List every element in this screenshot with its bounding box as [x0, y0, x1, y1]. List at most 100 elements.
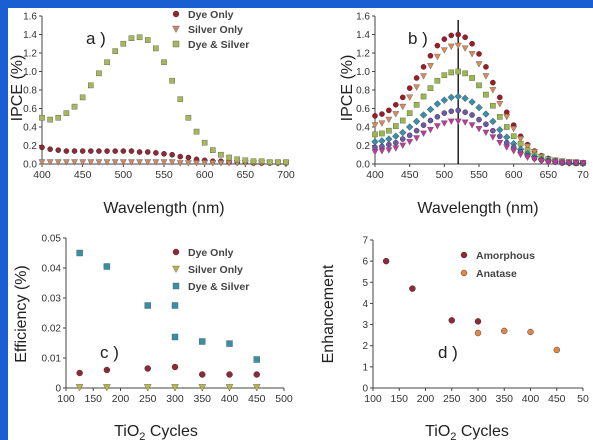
data-point	[379, 111, 385, 117]
data-point	[392, 139, 399, 146]
data-point	[71, 148, 78, 154]
x-tick-label: 500	[275, 393, 293, 405]
data-point	[476, 116, 482, 123]
data-point	[199, 338, 206, 345]
x-axis-label: Wavelength (nm)	[417, 200, 538, 217]
data-point	[440, 47, 448, 54]
data-point	[579, 160, 587, 167]
data-point	[490, 102, 496, 109]
data-point	[420, 73, 427, 80]
data-point	[168, 159, 176, 166]
y-axis-label: Efficiency (%)	[13, 265, 30, 363]
data-point	[440, 120, 448, 127]
data-point	[171, 333, 179, 341]
y-tick-label: 0.6	[23, 104, 37, 115]
y-tick-label: 7	[362, 236, 368, 247]
x-tick-label: 150	[84, 393, 102, 405]
legend-marker	[172, 282, 180, 290]
data-point	[496, 101, 504, 108]
y-tick-label: 0.0	[356, 160, 370, 171]
data-point	[209, 147, 216, 153]
data-point	[378, 148, 386, 155]
data-point	[119, 159, 127, 166]
data-point	[87, 82, 94, 89]
y-axis-label: IPCE (%)	[339, 55, 356, 122]
data-point	[476, 51, 482, 57]
data-point	[392, 145, 400, 152]
data-point	[226, 154, 232, 161]
y-tick-label: 0.01	[42, 354, 62, 365]
data-point	[252, 384, 261, 392]
data-point	[152, 159, 160, 166]
y-tick-label: 0.2	[356, 141, 370, 152]
data-point	[558, 160, 566, 167]
series-1	[76, 363, 260, 378]
x-axis-label: TiO2 Cycles	[114, 423, 198, 440]
data-point	[169, 77, 175, 84]
y-tick-label: 1.0	[356, 67, 370, 78]
data-point	[120, 40, 127, 47]
data-point	[426, 105, 435, 114]
left-border	[0, 0, 8, 440]
data-point	[489, 134, 497, 141]
legend-label: Dye Only	[188, 9, 234, 21]
y-tick-label: 0.02	[42, 324, 62, 335]
data-point	[544, 159, 552, 166]
legend-label: Amorphous	[476, 250, 535, 262]
data-point	[468, 98, 476, 106]
x-tick-label: 70	[577, 169, 589, 181]
data-point	[468, 51, 476, 58]
data-point	[136, 159, 144, 166]
data-point	[253, 371, 260, 378]
y-tick-label: 1.0	[23, 67, 37, 78]
data-point	[413, 127, 420, 134]
y-axis-label: IPCE (%)	[9, 55, 26, 122]
data-point	[372, 144, 378, 151]
data-point	[136, 34, 143, 41]
panel-label: b )	[408, 29, 428, 48]
data-point	[503, 139, 510, 146]
y-tick-label: 3	[362, 320, 368, 331]
data-point	[468, 122, 476, 129]
data-point	[386, 107, 392, 114]
data-point	[399, 128, 407, 137]
data-point	[503, 109, 510, 115]
data-point	[517, 140, 524, 147]
data-point	[120, 148, 127, 154]
data-point	[63, 148, 70, 154]
data-point	[392, 132, 400, 140]
data-point	[128, 35, 135, 41]
y-tick-label: 0.03	[42, 294, 62, 305]
x-axis-label: Wavelength (nm)	[103, 200, 224, 217]
data-point	[144, 37, 151, 43]
legend-marker	[460, 269, 468, 277]
y-tick-label: 6	[362, 257, 368, 268]
data-point	[420, 122, 427, 128]
data-point	[198, 384, 207, 392]
data-point	[161, 59, 167, 66]
data-point	[79, 159, 87, 166]
x-tick-label: 600	[196, 169, 214, 181]
data-point	[462, 109, 468, 115]
data-point	[482, 129, 490, 137]
data-point	[469, 40, 475, 47]
data-point	[253, 356, 260, 363]
series-6	[371, 118, 587, 167]
data-point	[455, 107, 462, 114]
data-point	[399, 136, 406, 142]
data-point	[406, 94, 414, 101]
data-point	[399, 94, 406, 101]
data-point	[496, 94, 503, 101]
data-point	[524, 154, 531, 162]
legend-marker	[460, 251, 468, 259]
data-point	[185, 114, 192, 121]
data-point	[420, 130, 427, 137]
x-tick-label: 450	[248, 393, 266, 405]
data-point	[136, 149, 143, 155]
x-tick-label: 300	[469, 393, 487, 405]
data-point	[406, 138, 414, 146]
x-tick-label: 150	[390, 393, 408, 405]
y-tick-label: 1	[362, 362, 368, 373]
y-tick-label: 0	[362, 384, 368, 395]
